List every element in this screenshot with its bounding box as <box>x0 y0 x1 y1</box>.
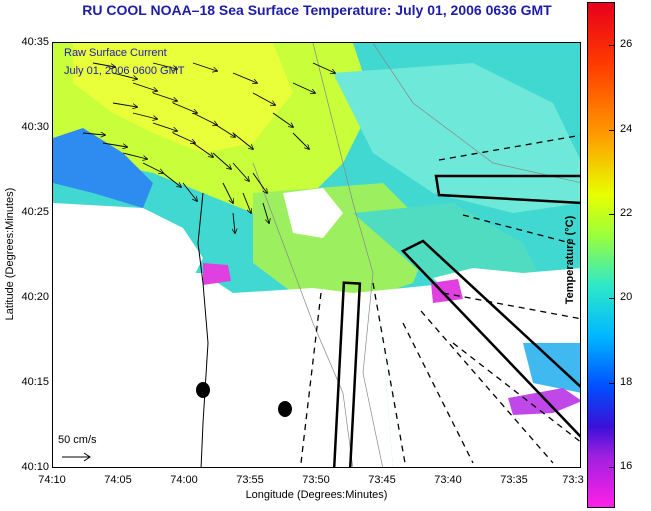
x-tick-5: 73:45 <box>368 474 396 486</box>
x-axis-title: Longitude (Degrees:Minutes) <box>245 489 388 501</box>
vector-scale-arrow-icon <box>62 452 91 462</box>
transect-box-southeast[interactable] <box>400 239 581 438</box>
y-tick-3: 40:20 <box>21 291 49 303</box>
vector-scale-label: 50 cm/s <box>58 434 97 446</box>
legend-current-label: Raw Surface Current <box>64 47 167 59</box>
x-tick-7: 73:35 <box>500 474 528 486</box>
depth-contour-1 <box>312 43 383 467</box>
map-title: RU COOL NOAA–18 Sea Surface Temperature:… <box>82 2 552 18</box>
y-axis-title: Latitude (Degrees:Minutes) <box>4 187 16 321</box>
x-tick-4: 73:50 <box>302 474 330 486</box>
depth-contour-2 <box>372 43 580 183</box>
y-tick-5: 40:10 <box>21 461 49 473</box>
x-tick-2: 74:00 <box>170 474 198 486</box>
cbar-tick-5: 16 <box>620 460 633 472</box>
cbar-tick-mark-20 <box>609 298 615 299</box>
cbar-tick-mark-16 <box>609 467 615 468</box>
cbar-tick-4: 18 <box>620 376 633 388</box>
cbar-tick-mark-26 <box>609 45 615 46</box>
cool-patch-east <box>523 343 580 393</box>
x-tick-8: 73:3 <box>562 474 584 486</box>
cbar-tick-mark-18 <box>609 383 615 384</box>
transect-box-south[interactable] <box>332 281 362 468</box>
transect-box-east[interactable] <box>434 174 581 205</box>
y-tick-1: 40:30 <box>21 121 49 133</box>
colorbar-title: Temperature (°C) <box>564 215 576 305</box>
y-tick-4: 40:15 <box>21 376 49 388</box>
cold-patch-west <box>53 128 153 208</box>
x-tick-0: 74:10 <box>38 474 66 486</box>
sst-map-panel[interactable] <box>52 42 581 468</box>
coastline <box>197 192 209 467</box>
cbar-tick-mark-22 <box>609 214 615 215</box>
x-tick-6: 73:40 <box>434 474 462 486</box>
cbar-tick-0: 26 <box>620 38 633 50</box>
y-tick-2: 40:25 <box>21 206 49 218</box>
buoy-1-marker[interactable] <box>196 382 210 398</box>
land-mask-west <box>53 203 203 283</box>
buoy-2-marker[interactable] <box>278 401 292 417</box>
cbar-tick-3: 20 <box>620 291 633 303</box>
cbar-tick-2: 22 <box>620 207 633 219</box>
depth-contour-3 <box>252 162 354 467</box>
cold-patch-plume <box>431 279 463 303</box>
legend-current-time: July 01, 2006 0600 GMT <box>64 65 185 77</box>
warmest-core <box>73 43 293 153</box>
cold-patch-coast <box>203 263 231 285</box>
cbar-tick-mark-24 <box>609 130 615 131</box>
x-tick-1: 74:05 <box>104 474 132 486</box>
y-tick-0: 40:35 <box>21 36 49 48</box>
cbar-tick-1: 24 <box>620 123 633 135</box>
radial-lines <box>300 134 580 464</box>
x-tick-3: 73:55 <box>236 474 264 486</box>
land-mask-south <box>53 273 393 467</box>
cold-patch-east <box>508 388 580 415</box>
temperature-colorbar <box>587 2 615 508</box>
sst-map[interactable] <box>53 43 581 468</box>
cloud-patch-center <box>283 188 343 238</box>
current-vectors <box>82 62 335 233</box>
cloud-mask-east <box>433 268 580 343</box>
